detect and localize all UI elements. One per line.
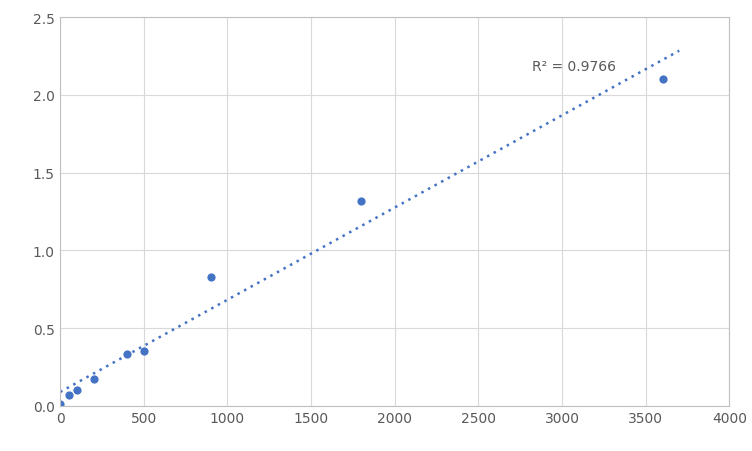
- Point: [121, 351, 133, 358]
- Point: [656, 77, 669, 84]
- Point: [138, 348, 150, 355]
- Point: [54, 401, 66, 408]
- Point: [71, 387, 83, 394]
- Point: [87, 376, 99, 383]
- Point: [62, 391, 74, 399]
- Point: [205, 273, 217, 281]
- Text: R² = 0.9766: R² = 0.9766: [532, 60, 616, 74]
- Point: [355, 198, 367, 205]
